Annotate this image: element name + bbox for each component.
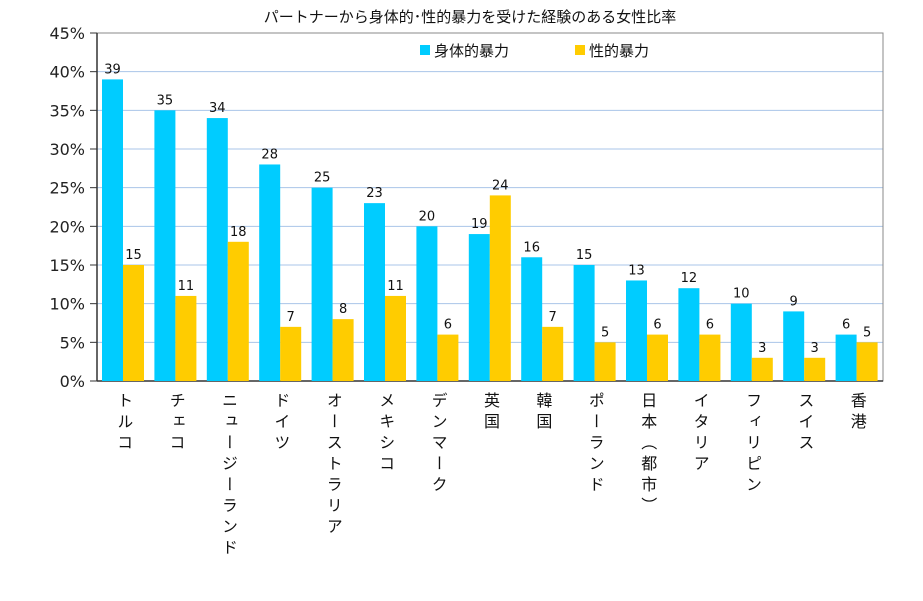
x-tick-label: 韓国 bbox=[533, 392, 553, 434]
x-tick-label: ポーランド bbox=[585, 392, 605, 497]
y-tick-label: 20% bbox=[49, 217, 85, 236]
x-tick-label: ニュージーランド bbox=[219, 392, 238, 560]
bar-physical bbox=[521, 257, 543, 381]
x-tick-label: デンマーク bbox=[428, 392, 448, 497]
legend-label-physical: 身体的暴力 bbox=[434, 42, 509, 60]
bar-sexual bbox=[804, 357, 826, 381]
bar-physical bbox=[626, 280, 647, 381]
data-label: 24 bbox=[492, 178, 509, 193]
data-label: 3 bbox=[758, 341, 766, 356]
bar-sexual bbox=[699, 334, 721, 381]
legend-swatch-physical bbox=[420, 45, 430, 55]
y-tick-label: 0% bbox=[60, 372, 85, 391]
data-label: 34 bbox=[209, 101, 226, 116]
bar-sexual bbox=[123, 265, 144, 381]
bar-physical bbox=[835, 334, 857, 381]
data-label: 6 bbox=[706, 318, 714, 333]
y-tick-label: 10% bbox=[49, 295, 85, 314]
y-tick-label: 45% bbox=[49, 24, 85, 43]
bar-physical bbox=[468, 234, 490, 381]
bar-physical bbox=[311, 187, 333, 381]
x-tick-label: 英国 bbox=[481, 392, 500, 434]
bar-sexual bbox=[856, 342, 878, 381]
data-label: 11 bbox=[387, 279, 404, 294]
data-label: 6 bbox=[653, 318, 661, 333]
data-label: 25 bbox=[314, 171, 331, 186]
bar-sexual bbox=[542, 326, 564, 381]
x-tick-label: スイス bbox=[795, 392, 815, 455]
data-label: 35 bbox=[157, 93, 174, 108]
x-tick-label: メキシコ bbox=[376, 392, 396, 476]
y-tick-label: 30% bbox=[49, 140, 85, 159]
data-label: 13 bbox=[628, 263, 645, 278]
bar-physical bbox=[206, 118, 228, 382]
bar-sexual bbox=[751, 357, 773, 381]
data-label: 18 bbox=[230, 225, 247, 240]
legend-swatch-sexual bbox=[575, 45, 585, 55]
y-tick-label: 40% bbox=[49, 63, 85, 82]
x-tick-label: トルコ bbox=[114, 392, 134, 455]
legend-label-sexual: 性的暴力 bbox=[589, 42, 649, 60]
bar-physical bbox=[573, 265, 595, 381]
y-tick-label: 25% bbox=[49, 179, 85, 198]
bar-physical bbox=[783, 311, 805, 381]
x-tick-label: オーストラリア bbox=[323, 392, 343, 539]
bars: 3915351134182872582311206192416715513612… bbox=[102, 62, 878, 382]
bar-sexual bbox=[227, 241, 249, 381]
bar-sexual bbox=[647, 334, 668, 381]
data-label: 39 bbox=[104, 62, 121, 77]
bar-physical bbox=[730, 303, 752, 381]
data-label: 10 bbox=[733, 287, 750, 302]
data-label: 3 bbox=[811, 341, 819, 356]
y-tick-label: 15% bbox=[49, 256, 85, 275]
data-label: 16 bbox=[523, 240, 540, 255]
bar-sexual bbox=[175, 295, 197, 381]
bar-physical bbox=[259, 164, 281, 381]
data-label: 7 bbox=[549, 310, 557, 325]
bar-sexual bbox=[280, 326, 302, 381]
chart-title: パートナーから身体的･性的暴力を受けた経験のある女性比率 bbox=[264, 8, 677, 26]
data-label: 15 bbox=[576, 248, 593, 263]
bar-physical bbox=[678, 288, 700, 381]
data-label: 15 bbox=[125, 248, 142, 263]
data-label: 5 bbox=[863, 325, 871, 340]
bar-sexual bbox=[437, 334, 459, 381]
bar-physical bbox=[416, 226, 438, 381]
x-tick-label: フィリピン bbox=[743, 392, 762, 497]
data-label: 11 bbox=[178, 279, 195, 294]
bar-sexual bbox=[385, 295, 406, 381]
y-tick-label: 5% bbox=[60, 333, 85, 352]
data-label: 6 bbox=[444, 318, 452, 333]
data-label: 7 bbox=[287, 310, 295, 325]
bar-sexual bbox=[332, 319, 354, 381]
bar-physical bbox=[154, 110, 176, 381]
data-label: 5 bbox=[601, 325, 609, 340]
data-label: 8 bbox=[339, 302, 347, 317]
data-label: 23 bbox=[366, 186, 383, 201]
bar-physical bbox=[364, 203, 385, 381]
bar-sexual bbox=[594, 342, 616, 381]
x-tick-label: 日本（都市） bbox=[638, 392, 658, 518]
data-label: 6 bbox=[842, 318, 850, 333]
x-tick-label: チェコ bbox=[166, 392, 186, 455]
legend: 身体的暴力 性的暴力 bbox=[420, 42, 649, 60]
data-label: 12 bbox=[681, 271, 698, 286]
data-label: 28 bbox=[261, 147, 278, 162]
y-tick-label: 35% bbox=[49, 101, 85, 120]
x-tick-label: イタリア bbox=[690, 392, 710, 476]
data-label: 19 bbox=[471, 217, 488, 232]
data-label: 9 bbox=[790, 294, 798, 309]
x-tick-label: ドイツ bbox=[271, 392, 291, 455]
bar-physical bbox=[102, 79, 123, 382]
data-label: 20 bbox=[419, 209, 436, 224]
x-tick-label: 香港 bbox=[847, 392, 867, 434]
bar-sexual bbox=[489, 195, 511, 381]
